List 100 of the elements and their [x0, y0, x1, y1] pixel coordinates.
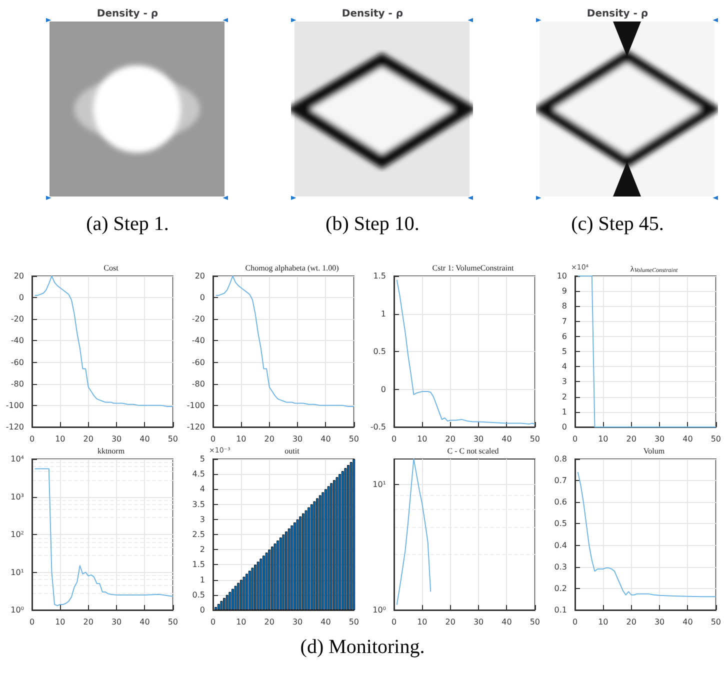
- text: (c) Step 45.: [570, 213, 665, 236]
- x-tick-label: 10: [417, 434, 428, 444]
- text: (b) Step 10.: [324, 213, 420, 236]
- chart-title: outit: [284, 446, 300, 456]
- line-series: [577, 471, 716, 598]
- y-tick-label: 8: [562, 302, 567, 311]
- y-tick-label: -40: [192, 336, 205, 346]
- y-tick-label: 0.2: [554, 584, 567, 593]
- y-tick-label: 10⁰: [372, 606, 386, 614]
- y-tick-label: 1.5: [192, 560, 205, 570]
- x-tick-label: 50: [348, 434, 360, 444]
- y-tick-label: -120: [6, 422, 24, 432]
- line-series: [34, 276, 174, 408]
- text: (d) Monitoring.: [299, 636, 426, 659]
- y-tick-label: -80: [10, 379, 24, 388]
- y-tick-label: 3.5: [192, 500, 205, 509]
- text: (a) Step 1.: [85, 213, 170, 236]
- line-series: [215, 276, 354, 408]
- x-tick-label: 0: [572, 434, 578, 444]
- y-tick-label: 2.5: [192, 530, 205, 539]
- chart-title: Chomog alphabeta (wt. 1.00): [245, 264, 340, 272]
- x-tick-label: 50: [168, 434, 178, 444]
- y-tick-label: 0: [562, 422, 567, 432]
- y-tick-label: 1: [200, 575, 205, 584]
- y-tick-label: 0.4: [554, 540, 567, 550]
- x-tick-label: 30: [654, 618, 665, 626]
- y-tick-label: 0.5: [554, 519, 567, 528]
- y-tick-label: -60: [192, 358, 205, 367]
- x-tick-label: 0: [29, 434, 35, 444]
- x-tick-label: 50: [710, 618, 722, 626]
- x-tick-label: 10: [55, 618, 66, 626]
- x-tick-label: 0: [210, 618, 216, 626]
- y-tick-label: 10: [556, 272, 567, 280]
- text: Density - ρ: [342, 8, 404, 20]
- y-tick-label: 10¹: [10, 568, 24, 577]
- chart-title: kktnorm: [97, 446, 126, 456]
- x-tick-label: 40: [320, 618, 331, 626]
- x-tick-label: 40: [140, 434, 150, 444]
- x-tick-label: 30: [111, 434, 122, 444]
- y-tick-label: 1: [380, 309, 386, 318]
- x-tick-label: 10: [417, 618, 428, 626]
- y-tick-label: -120: [186, 422, 205, 432]
- y-tick-label: 4.5: [192, 470, 205, 479]
- x-tick-label: 0: [391, 618, 397, 626]
- y-tick-label: -0.5: [370, 422, 386, 432]
- y-tick-label: 3: [200, 514, 205, 524]
- x-tick-label: 40: [320, 434, 331, 444]
- x-tick-label: 10: [236, 434, 246, 444]
- y-tick-label: 0: [380, 384, 386, 394]
- x-tick-label: 50: [530, 618, 540, 626]
- x-tick-label: 10: [236, 618, 246, 626]
- x-tick-label: 10: [598, 434, 608, 444]
- y-tick-label: -40: [10, 336, 24, 346]
- line-series: [396, 458, 432, 606]
- y-tick-label: 1.5: [373, 272, 386, 280]
- y-tick-label: 20: [194, 272, 205, 280]
- text: Density - ρ: [96, 8, 158, 20]
- y-tick-label: 4: [562, 362, 567, 372]
- y-tick-label: 10⁴: [10, 454, 24, 464]
- y-tick-label: 5: [200, 454, 205, 464]
- y-tick-label: 0: [200, 606, 205, 614]
- x-tick-label: 30: [473, 434, 484, 444]
- x-tick-label: 20: [626, 618, 636, 626]
- x-tick-label: 30: [292, 618, 303, 626]
- y-tick-label: 6: [562, 332, 567, 341]
- y-tick-label: 0.6: [554, 498, 567, 507]
- x-tick-label: 30: [292, 434, 303, 444]
- chart-title: Cost: [104, 264, 120, 272]
- x-tick-label: 40: [502, 434, 512, 444]
- y-tick-label: 1: [562, 407, 567, 416]
- y-tick-label: 20: [14, 272, 24, 280]
- x-tick-label: 30: [473, 618, 484, 626]
- x-tick-label: 50: [530, 434, 540, 444]
- x-tick-label: 0: [210, 434, 216, 444]
- y-tick-label: 2: [562, 392, 567, 402]
- x-tick-label: 0: [391, 434, 397, 444]
- x-tick-label: 40: [682, 618, 693, 626]
- y-tick-label: 0.5: [192, 590, 205, 600]
- x-tick-label: 20: [445, 434, 456, 444]
- y-tick-label: 0.8: [554, 454, 567, 464]
- y-tick-label: -20: [192, 314, 205, 324]
- y-tick-label: 10²: [10, 530, 24, 539]
- y-tick-label: 10⁰: [10, 606, 24, 614]
- y-tick-label: 0: [200, 293, 205, 302]
- y-tick-label: 5: [562, 347, 567, 356]
- x-tick-label: 50: [348, 618, 360, 626]
- x-tick-label: 20: [626, 434, 636, 444]
- y-tick-label: -100: [6, 400, 24, 410]
- chart-title: Cstr 1: VolumeConstraint: [432, 264, 515, 272]
- y-tick-label: -20: [10, 314, 24, 324]
- line-series: [396, 279, 536, 424]
- text: Density - ρ: [586, 8, 648, 20]
- y-tick-label: 10¹: [372, 480, 386, 490]
- x-tick-label: 10: [598, 618, 608, 626]
- x-tick-label: 20: [83, 618, 94, 626]
- y-tick-label: 0.3: [554, 562, 567, 572]
- y-tick-label: 3: [562, 377, 567, 386]
- y-tick-label: 2: [200, 545, 205, 554]
- y-tick-label: -80: [192, 379, 205, 388]
- line-series: [34, 468, 174, 606]
